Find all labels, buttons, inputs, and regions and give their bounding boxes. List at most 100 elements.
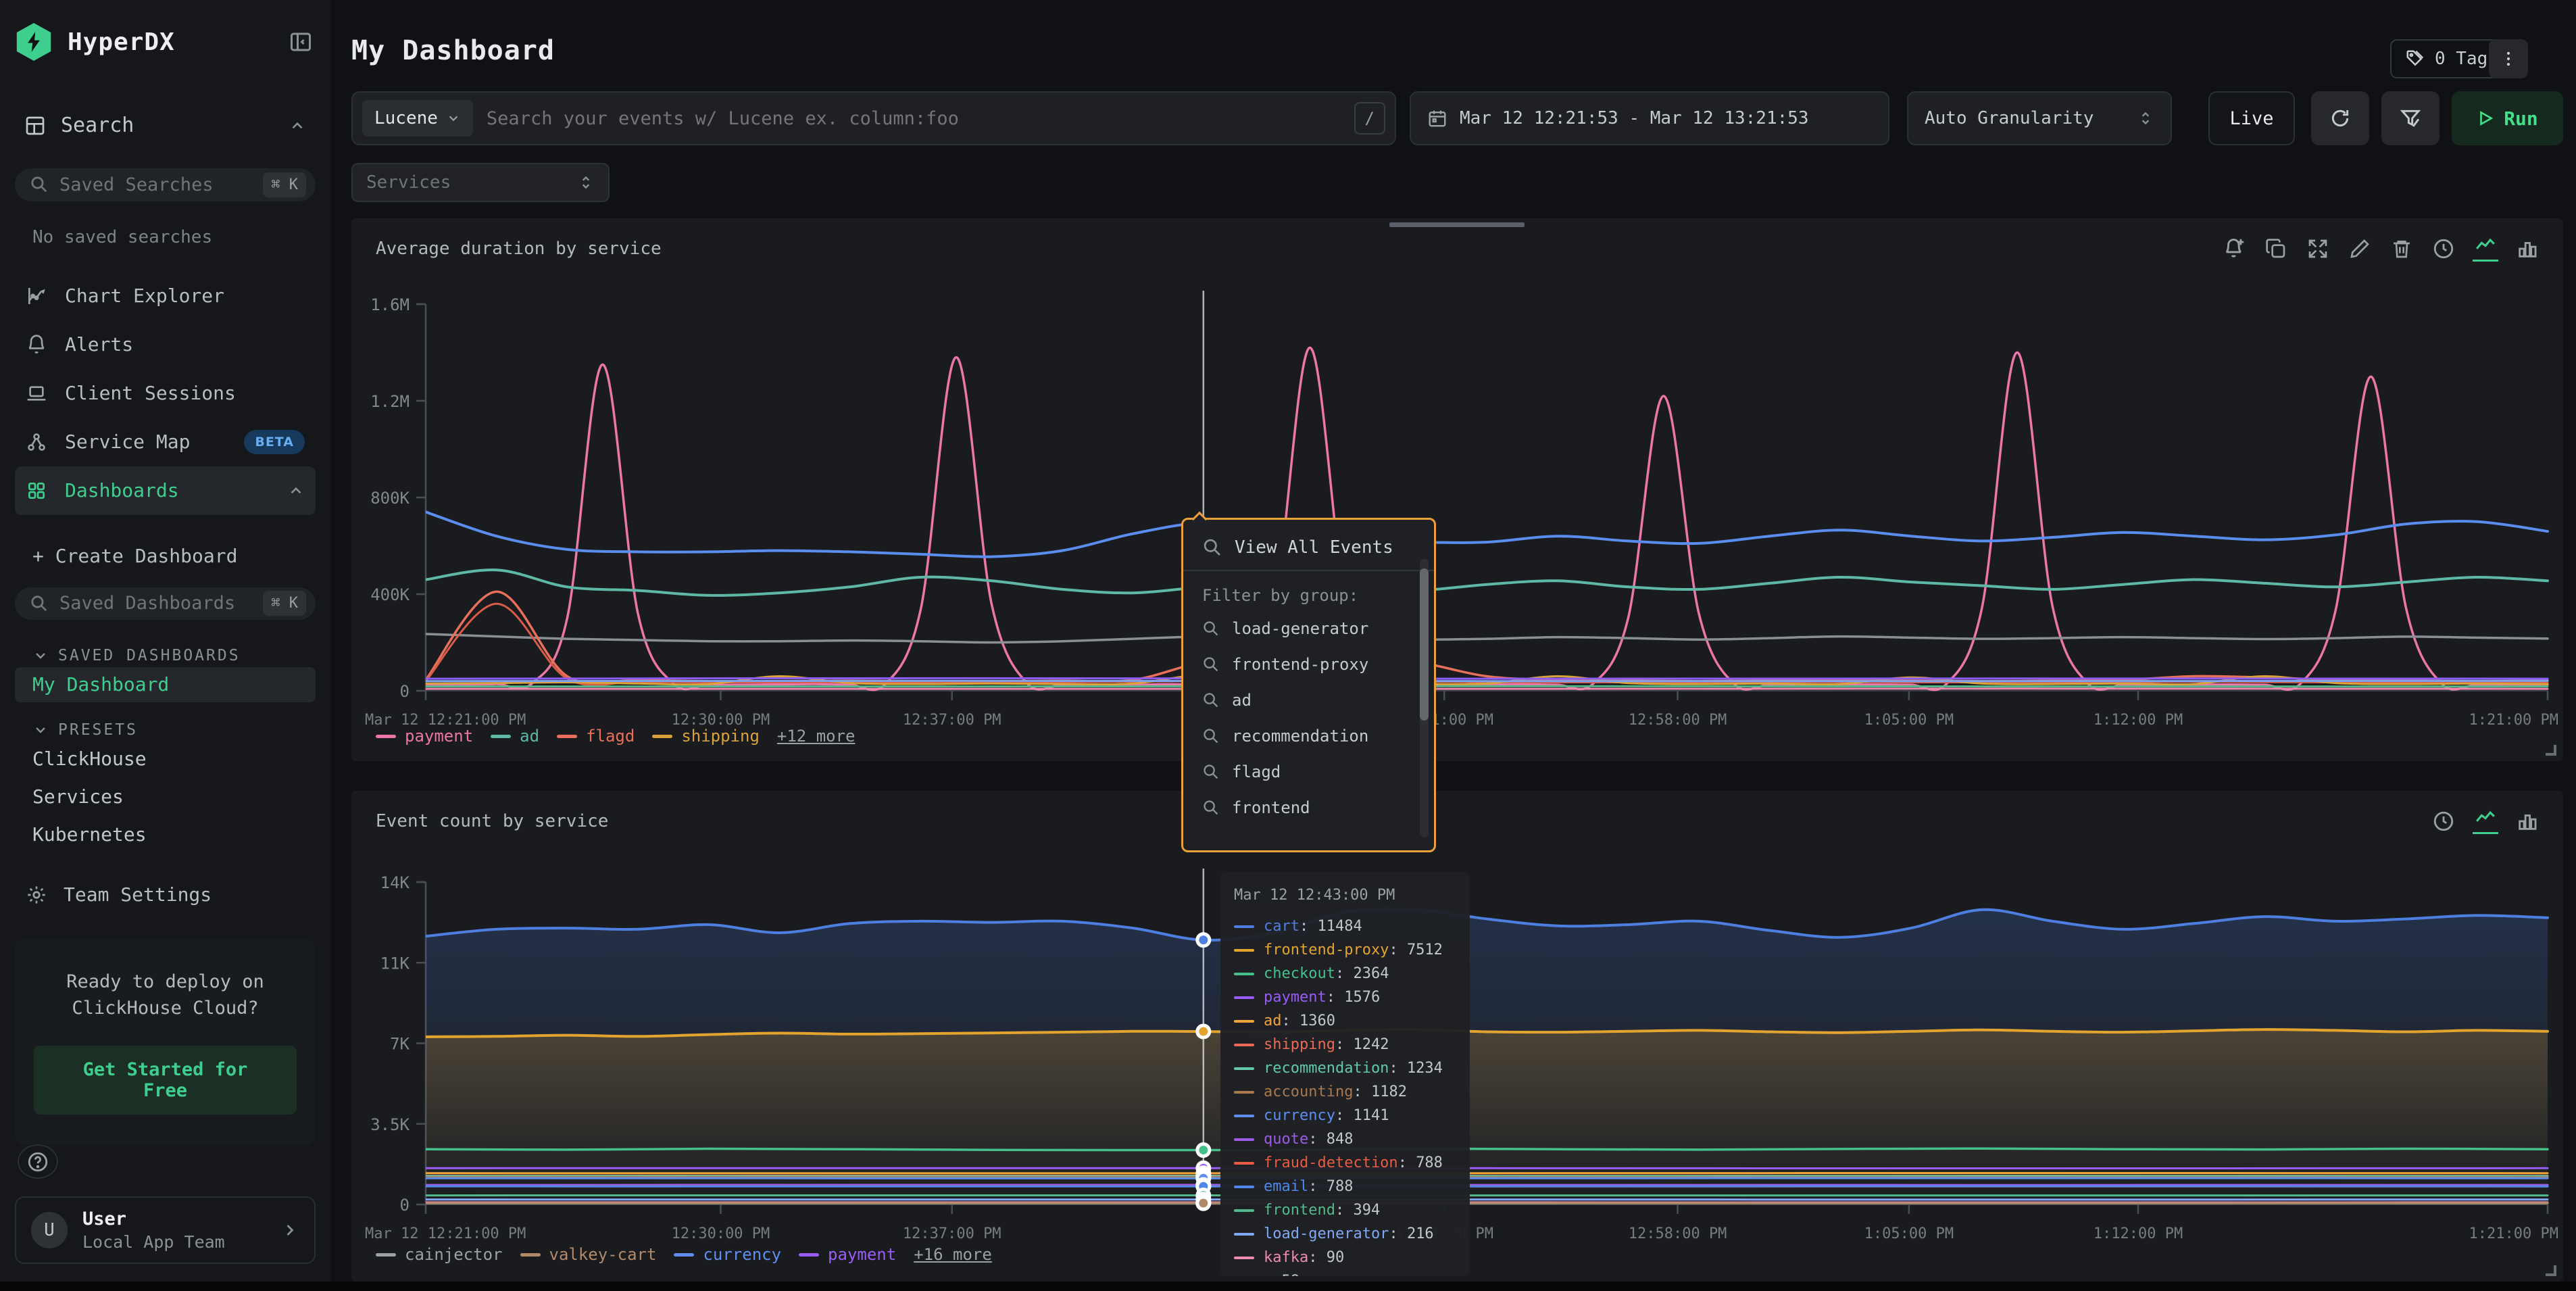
get-started-button[interactable]: Get Started for Free	[34, 1046, 297, 1115]
series-dash	[1234, 948, 1254, 952]
chart-actions	[2431, 808, 2540, 834]
series-group	[426, 907, 2549, 1204]
filter-group-item[interactable]: flagd	[1183, 754, 1434, 789]
help-button[interactable]	[18, 1144, 58, 1179]
sidebar-item-dashboards[interactable]: Dashboards	[15, 466, 316, 515]
saved-dashboards-input[interactable]: Saved Dashboards ⌘ K	[15, 587, 316, 620]
legend-label: flagd	[586, 727, 635, 746]
series-value-sep: :	[1389, 1060, 1407, 1077]
sidebar-item-chart-explorer[interactable]: Chart Explorer	[15, 272, 316, 320]
line-chart-toggle-icon[interactable]	[2473, 236, 2498, 262]
view-all-events-button[interactable]: View All Events	[1183, 520, 1434, 570]
filter-button[interactable]	[2381, 91, 2439, 145]
filter-group-item[interactable]: frontend-proxy	[1183, 646, 1434, 682]
query-language-select[interactable]: Lucene	[362, 100, 473, 137]
services-filter-select[interactable]: Services	[351, 163, 610, 202]
series-name: email	[1264, 1178, 1309, 1195]
sidebar-item-service-map[interactable]: Service Map BETA	[15, 418, 316, 466]
chevron-down-icon	[449, 116, 458, 122]
duration-chart[interactable]: 0 400K 800K 1.2M 1.6M Mar 12 12:21:00 PM 12:30…	[351, 218, 2563, 761]
tooltip-row: frontend: 394	[1234, 1198, 1456, 1222]
series-dash	[1234, 1232, 1254, 1236]
series-value: 1141	[1353, 1107, 1389, 1124]
sidebar-collapse-icon[interactable]	[286, 27, 316, 57]
create-dashboard-button[interactable]: + Create Dashboard	[32, 544, 238, 567]
granularity-select[interactable]: Auto Granularity	[1907, 91, 2172, 145]
sidebar-item-services[interactable]: Services	[32, 785, 124, 808]
dashboard-menu-button[interactable]	[2489, 39, 2528, 78]
gear-icon	[28, 885, 45, 904]
sidebar-item-kubernetes[interactable]: Kubernetes	[32, 823, 147, 846]
y-tick-label: 3.5K	[370, 1115, 410, 1134]
y-tick-label: 0	[400, 1196, 410, 1215]
saved-dashboards-group-header[interactable]: SAVED DASHBOARDS	[15, 647, 316, 664]
popup-scrollbar-thumb[interactable]	[1420, 568, 1429, 721]
filter-group-item[interactable]: frontend	[1183, 789, 1434, 825]
search-icon	[1202, 620, 1220, 637]
series-dash	[1234, 1256, 1254, 1259]
panel-drag-handle[interactable]	[1389, 222, 1525, 227]
delete-icon[interactable]	[2389, 236, 2414, 262]
sidebar-item-clickhouse[interactable]: ClickHouse	[32, 748, 147, 771]
legend-item[interactable]: valkey-cart	[520, 1245, 656, 1264]
series-value-sep: :	[1281, 1013, 1299, 1029]
bar-chart-toggle-icon[interactable]	[2515, 236, 2540, 262]
panel-resize-handle[interactable]	[2546, 745, 2556, 756]
chevron-up-icon[interactable]	[289, 117, 306, 135]
sidebar-item-team-settings[interactable]: Team Settings	[15, 875, 316, 915]
series-line-shipping	[426, 674, 2549, 686]
app-title: HyperDX	[68, 28, 175, 56]
series-value-sep: :	[1299, 918, 1318, 935]
legend-more-link[interactable]: +12 more	[776, 727, 856, 746]
sidebar-item-alerts[interactable]: Alerts	[15, 320, 316, 369]
search-input[interactable]	[486, 107, 1341, 129]
create-alert-icon[interactable]	[2221, 236, 2247, 262]
panel-resize-handle[interactable]	[2546, 1265, 2556, 1276]
event-count-chart[interactable]: 0 3.5K 7K 11K 14K Mar 12 12:21:00 PM 12:30:00 …	[351, 791, 2563, 1282]
filter-group-item[interactable]: ad	[1183, 682, 1434, 718]
filter-group-name: flagd	[1232, 762, 1281, 781]
edit-icon[interactable]	[2347, 236, 2373, 262]
legend-item[interactable]: ad	[491, 727, 539, 746]
filter-group-item[interactable]: load-generator	[1183, 610, 1434, 646]
expand-icon[interactable]	[2305, 236, 2331, 262]
series-value: 1360	[1299, 1013, 1335, 1029]
horizontal-scrollbar[interactable]	[0, 1282, 2576, 1291]
series-value-sep: :	[1397, 1154, 1416, 1171]
series-value: 1576	[1344, 989, 1381, 1006]
popup-scrollbar[interactable]	[1420, 559, 1429, 837]
sidebar-item-search[interactable]: Search	[15, 114, 316, 137]
legend-dash	[376, 734, 396, 738]
run-button[interactable]: Run	[2452, 91, 2563, 145]
legend-label: currency	[703, 1245, 782, 1264]
history-icon[interactable]	[2431, 808, 2456, 834]
duration-chart-panel: Average duration by service 0 400K 800K 1.2…	[351, 218, 2563, 761]
legend-more-link[interactable]: +16 more	[914, 1245, 992, 1264]
event-search-bar[interactable]: Lucene /	[351, 91, 1396, 145]
sidebar-item-client-sessions[interactable]: Client Sessions	[15, 369, 316, 418]
time-range-picker[interactable]: Mar 12 12:21:53 - Mar 12 13:21:53	[1410, 91, 1889, 145]
presets-group-header[interactable]: PRESETS	[15, 721, 316, 739]
legend-item[interactable]: flagd	[557, 727, 635, 746]
live-button[interactable]: Live	[2208, 91, 2295, 145]
series-value: 1182	[1370, 1083, 1407, 1100]
saved-searches-input[interactable]: Saved Searches ⌘ K	[15, 168, 316, 201]
line-chart-toggle-icon[interactable]	[2473, 808, 2498, 834]
chevron-up-icon[interactable]	[287, 482, 305, 500]
tooltip-row: accounting: 1182	[1234, 1080, 1456, 1104]
run-label: Run	[2504, 107, 2538, 130]
legend-item[interactable]: payment	[376, 727, 473, 746]
series-value-sep: :	[1326, 989, 1345, 1006]
legend-item[interactable]: payment	[799, 1245, 896, 1264]
bar-chart-toggle-icon[interactable]	[2515, 808, 2540, 834]
clickhouse-cloud-promo: Ready to deploy on ClickHouse Cloud? Get…	[15, 938, 316, 1145]
history-icon[interactable]	[2431, 236, 2456, 262]
filter-group-item[interactable]: recommendation	[1183, 718, 1434, 754]
refresh-button[interactable]	[2311, 91, 2369, 145]
sidebar-item-my-dashboard[interactable]: My Dashboard	[15, 667, 316, 702]
legend-item[interactable]: currency	[674, 1245, 781, 1264]
user-menu[interactable]: U User Local App Team	[15, 1196, 316, 1265]
legend-item[interactable]: cainjector	[376, 1245, 503, 1264]
duplicate-icon[interactable]	[2263, 236, 2289, 262]
legend-item[interactable]: shipping	[652, 727, 760, 746]
